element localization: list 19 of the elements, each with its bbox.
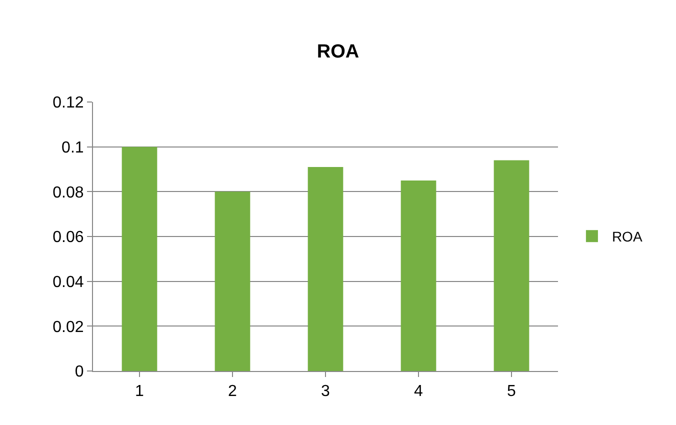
y-tick-label: 0.08 bbox=[52, 184, 84, 202]
x-tick-label: 4 bbox=[414, 383, 424, 400]
x-tick-label: 2 bbox=[228, 383, 238, 400]
chart-title: ROA bbox=[316, 42, 360, 63]
bar bbox=[214, 192, 250, 371]
x-tick-label: 3 bbox=[321, 383, 330, 400]
y-tick-label: 0 bbox=[74, 364, 84, 381]
y-tick-label: 0.06 bbox=[52, 229, 84, 246]
bar bbox=[122, 146, 158, 371]
y-tick-label: 0.04 bbox=[52, 274, 84, 291]
x-tick-label: 5 bbox=[507, 383, 516, 400]
bar bbox=[308, 167, 344, 371]
y-tick-label: 0.12 bbox=[52, 94, 84, 112]
y-tick-label: 0.02 bbox=[52, 318, 84, 336]
bar bbox=[494, 160, 530, 371]
legend-label: ROA bbox=[612, 228, 643, 245]
x-tick-label: 1 bbox=[135, 383, 144, 400]
y-tick-label: 0.1 bbox=[62, 139, 84, 156]
bar bbox=[400, 180, 436, 371]
